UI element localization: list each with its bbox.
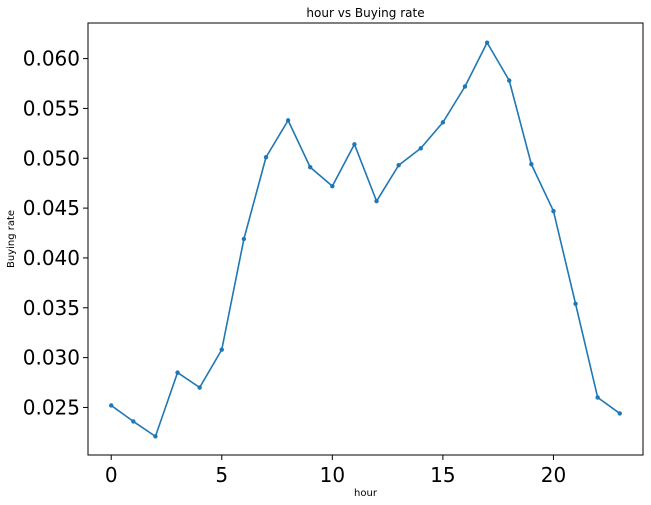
data-point [153,434,158,439]
x-axis-label: hour [354,488,378,499]
data-point [241,236,247,242]
chart-title: hour vs Buying rate [306,6,424,20]
data-point [175,370,180,375]
data-point [197,385,202,390]
y-axis-ticks: 0.025 0.030 0.035 0.040 0.045 0.050 0.055 0.060 [23,47,88,419]
x-tick-label: 5 [215,463,228,487]
y-tick-label: 0.030 [23,346,80,370]
data-point [263,155,269,160]
y-tick-label: 0.045 [23,196,80,220]
data-point [507,78,512,83]
data-point [352,142,357,147]
data-point [529,162,534,167]
data-point [573,301,578,306]
y-tick-label: 0.050 [23,146,80,170]
y-tick-label: 0.055 [23,96,80,120]
y-tick-label: 0.025 [23,395,80,419]
data-point [551,208,556,214]
data-point [440,120,446,125]
y-tick-label: 0.035 [23,296,80,320]
x-axis-ticks: 0 5 10 15 20 [105,455,566,487]
data-point [418,146,423,151]
x-tick-label: 0 [105,463,118,487]
y-axis-label: Buying rate [6,210,17,268]
y-tick-label: 0.040 [23,246,80,270]
data-point [595,395,600,400]
data-point [462,84,468,89]
x-tick-label: 20 [541,463,566,487]
data-point [617,411,622,416]
y-tick-label: 0.060 [23,47,80,71]
data-point [109,403,114,408]
x-tick-label: 15 [430,463,455,487]
data-point [131,419,136,424]
data-point [484,40,490,45]
data-point [374,198,379,204]
data-point [330,183,335,189]
series-layer [109,40,622,439]
data-point [285,118,291,123]
data-point [219,347,224,352]
x-tick-label: 10 [320,463,345,487]
plot-frame [87,22,644,456]
data-point [308,165,313,170]
data-point [396,163,401,168]
series-line [110,41,621,438]
